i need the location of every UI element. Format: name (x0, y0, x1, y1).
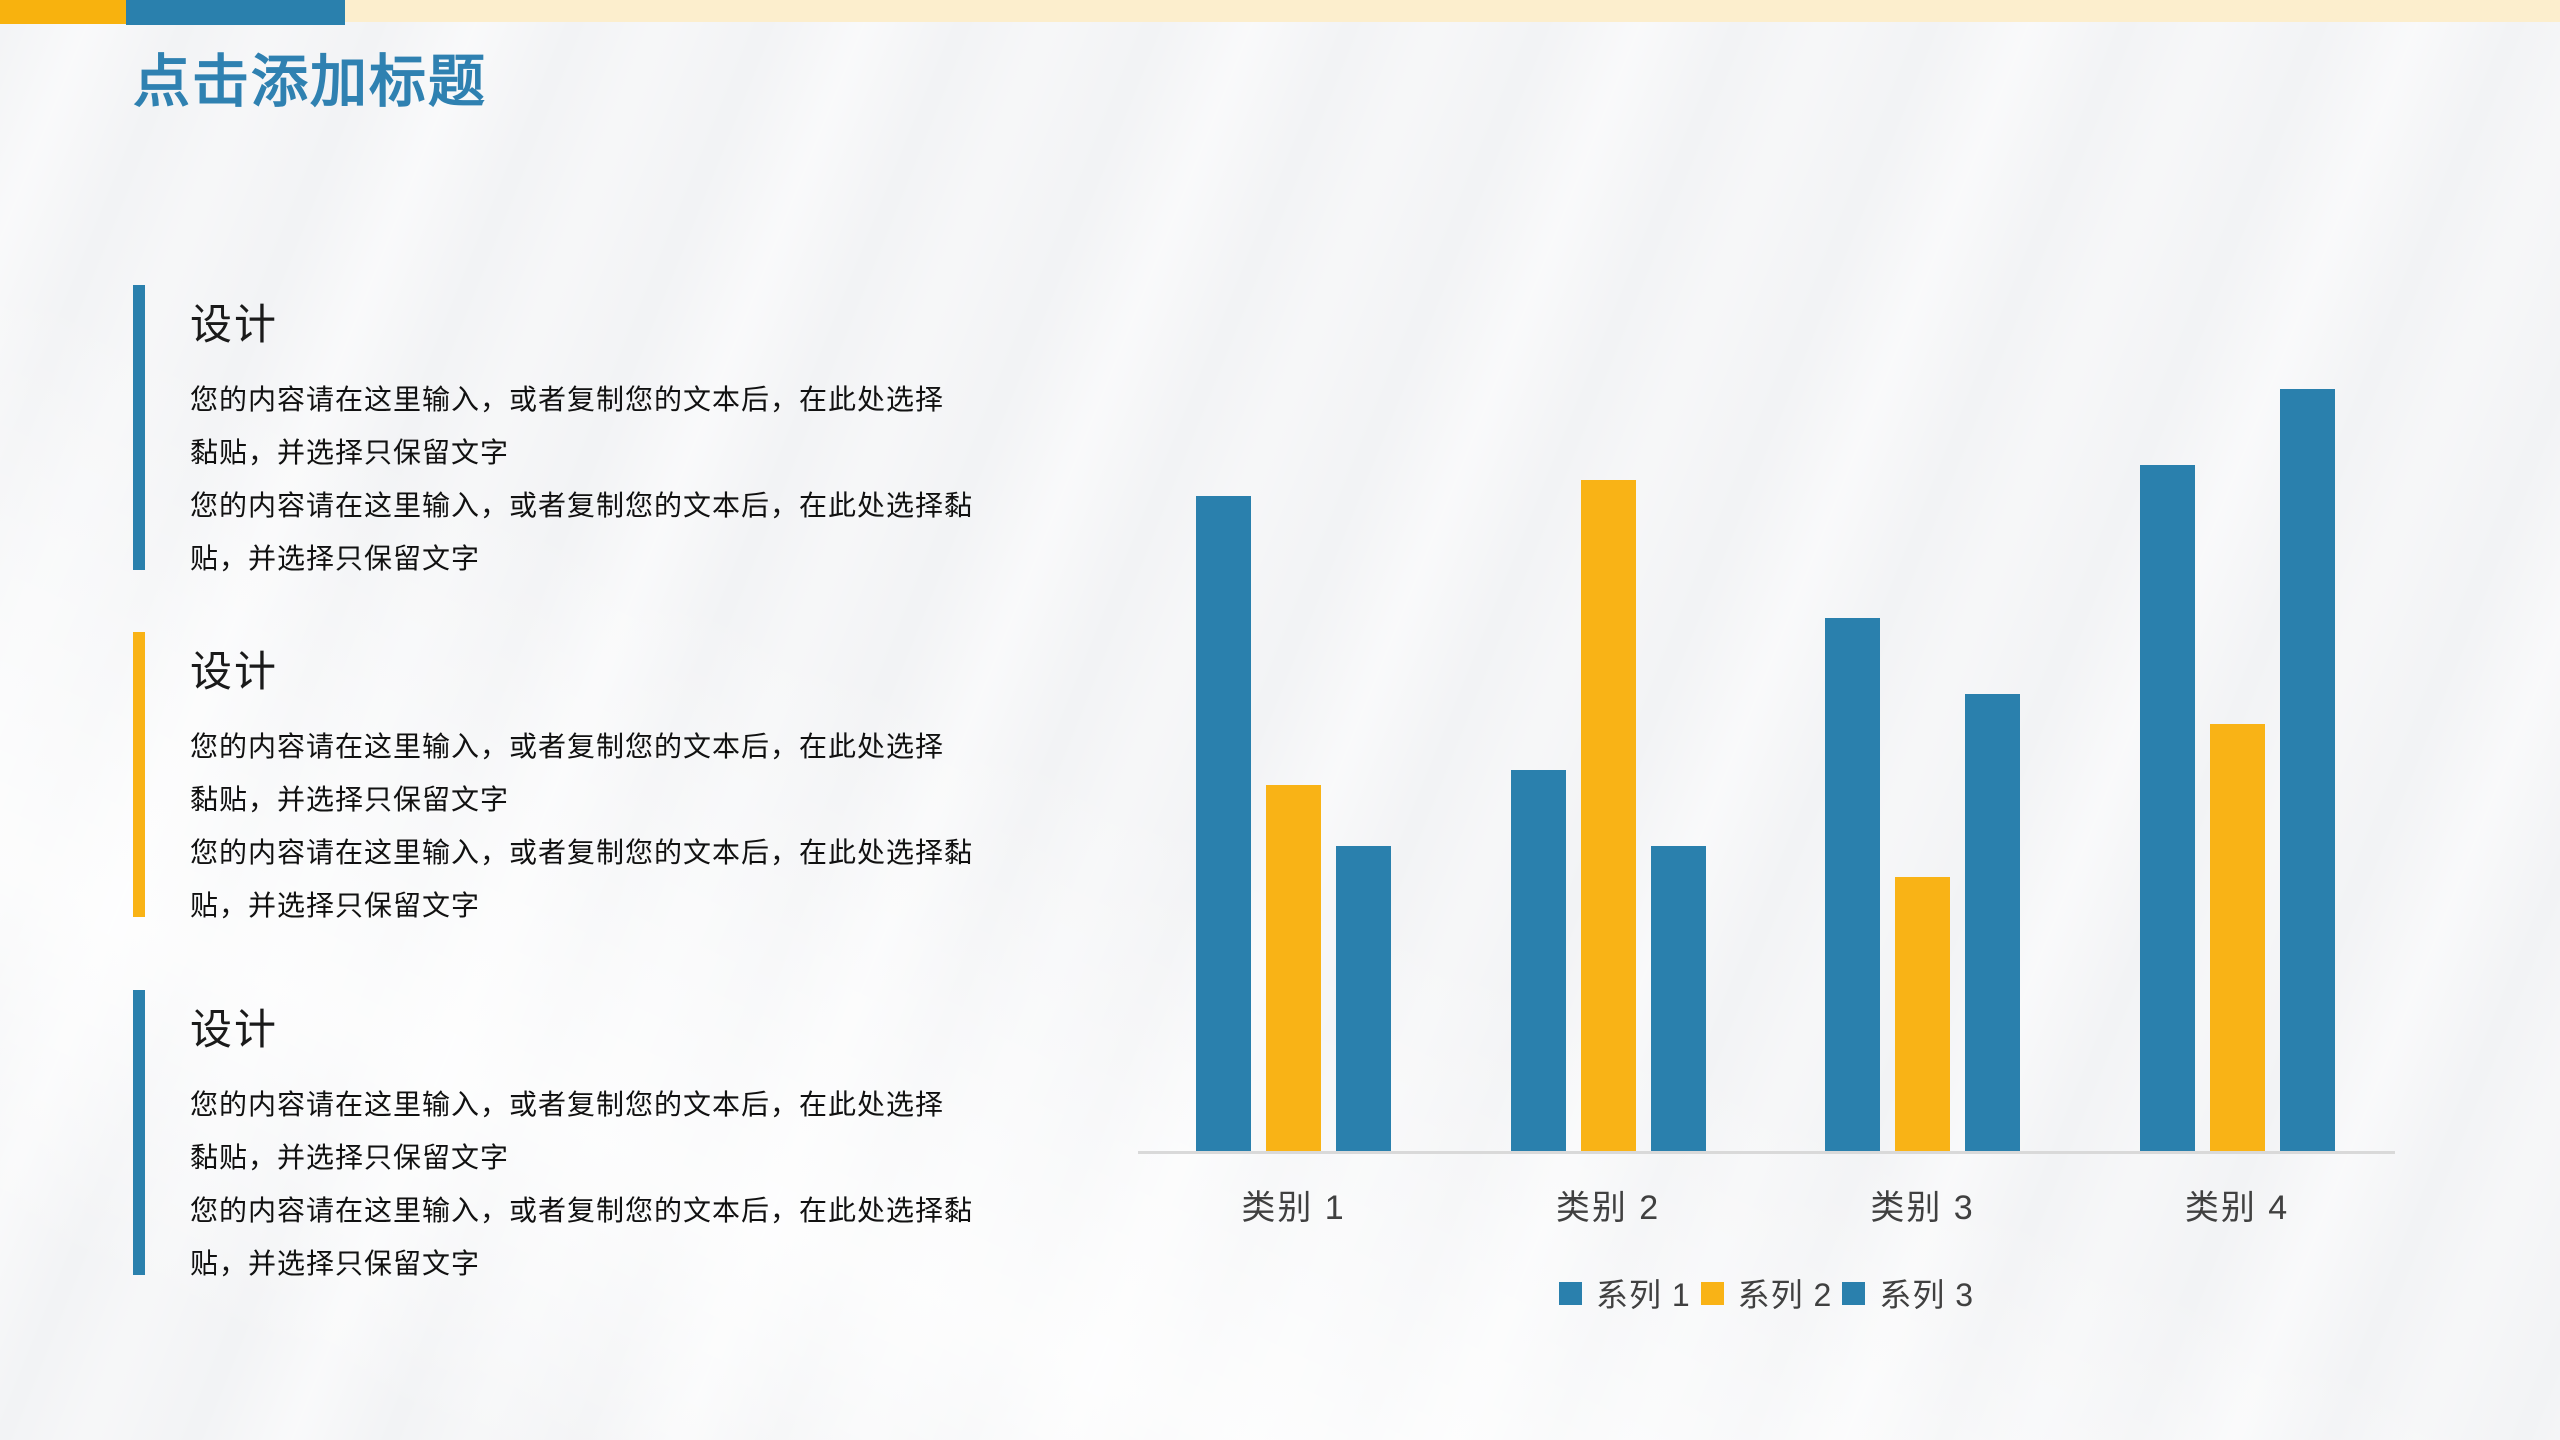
legend-label: 系列 3 (1879, 1277, 1975, 1313)
bar-series3-cat3 (1965, 694, 2020, 1151)
bar-series3-cat2 (1650, 846, 1706, 1151)
bar-series2-cat3 (1895, 877, 1950, 1151)
block-body-line-3: 您的内容请在这里输入，或者复制您的文本后，在此处选择黏 (190, 1195, 974, 1226)
bar-series1-cat1 (1196, 496, 1251, 1151)
legend-swatch-icon (1842, 1281, 1866, 1305)
block-accent-bar (133, 990, 145, 1275)
bar-series1-cat4 (2139, 465, 2195, 1151)
chart-legend: 系列 1 系列 2 系列 3 (1138, 1270, 2395, 1316)
top-accent-bar-blue (126, 0, 345, 25)
block-body-text: 您的内容请在这里输入，或者复制您的文本后，在此处选择 黏贴，并选择只保留文字您的内… (190, 373, 1090, 585)
legend-item-3: 系列 3 (1842, 1270, 1974, 1316)
chart-plot-area (1138, 389, 2395, 1154)
legend-swatch-icon (1700, 1281, 1724, 1305)
block-body-line-4: 贴，并选择只保留文字 (190, 890, 481, 921)
legend-item-2: 系列 2 (1700, 1270, 1833, 1316)
block-body-line-3: 您的内容请在这里输入，或者复制您的文本后，在此处选择黏 (190, 837, 974, 868)
bar-series2-cat2 (1580, 480, 1636, 1151)
bar-series1-cat2 (1510, 770, 1566, 1151)
block-body-text: 您的内容请在这里输入，或者复制您的文本后，在此处选择 黏贴，并选择只保留文字您的内… (190, 720, 1090, 932)
block-body-line-2: 黏贴，并选择只保留文字 (190, 1142, 510, 1173)
block-accent-bar (133, 285, 145, 570)
legend-label: 系列 1 (1595, 1277, 1691, 1313)
bar-series2-cat4 (2209, 724, 2265, 1151)
block-body-line-2: 黏贴，并选择只保留文字 (190, 437, 510, 468)
block-body-line-1: 您的内容请在这里输入，或者复制您的文本后，在此处选择 (190, 384, 945, 415)
bar-chart: 类别 1 类别 2 类别 3 类别 4 系列 1 系列 2 系列 3 (1138, 389, 2395, 1316)
category-label-1: 类别 1 (1241, 1189, 1346, 1227)
block-heading: 设计 (190, 1006, 279, 1053)
bar-series3-cat1 (1336, 846, 1391, 1151)
chart-category-axis: 类别 1 类别 2 类别 3 类别 4 (1138, 1154, 2395, 1227)
bar-series2-cat1 (1266, 785, 1321, 1151)
legend-label: 系列 2 (1737, 1277, 1833, 1313)
bar-series1-cat3 (1825, 618, 1880, 1151)
legend-item-1: 系列 1 (1558, 1270, 1691, 1316)
slide-title: 点击添加标题 (133, 50, 487, 114)
block-accent-bar (133, 632, 145, 917)
top-accent-bar-orange (0, 0, 126, 24)
block-body-text: 您的内容请在这里输入，或者复制您的文本后，在此处选择 黏贴，并选择只保留文字您的内… (190, 1078, 1090, 1290)
block-heading: 设计 (190, 301, 279, 348)
category-label-2: 类别 2 (1555, 1189, 1661, 1227)
block-body-line-2: 黏贴，并选择只保留文字 (190, 784, 510, 815)
block-body-line-4: 贴，并选择只保留文字 (190, 1248, 481, 1279)
block-body-line-3: 您的内容请在这里输入，或者复制您的文本后，在此处选择黏 (190, 490, 974, 521)
block-body-line-1: 您的内容请在这里输入，或者复制您的文本后，在此处选择 (190, 1089, 945, 1120)
text-block-3: 设计 您的内容请在这里输入，或者复制您的文本后，在此处选择 黏贴，并选择只保留文字您… (133, 990, 1093, 1280)
bar-series3-cat4 (2279, 389, 2335, 1151)
category-label-4: 类别 4 (2184, 1189, 2290, 1227)
top-accent-bar-cream (345, 0, 2560, 22)
text-block-2: 设计 您的内容请在这里输入，或者复制您的文本后，在此处选择 黏贴，并选择只保留文字您… (133, 632, 1093, 922)
legend-swatch-icon (1558, 1281, 1582, 1305)
block-heading: 设计 (190, 648, 279, 695)
block-body-line-1: 您的内容请在这里输入，或者复制您的文本后，在此处选择 (190, 731, 945, 762)
text-block-1: 设计 您的内容请在这里输入，或者复制您的文本后，在此处选择 黏贴，并选择只保留文字您… (133, 285, 1093, 575)
category-label-3: 类别 3 (1870, 1189, 1975, 1227)
block-body-line-4: 贴，并选择只保留文字 (190, 543, 481, 574)
